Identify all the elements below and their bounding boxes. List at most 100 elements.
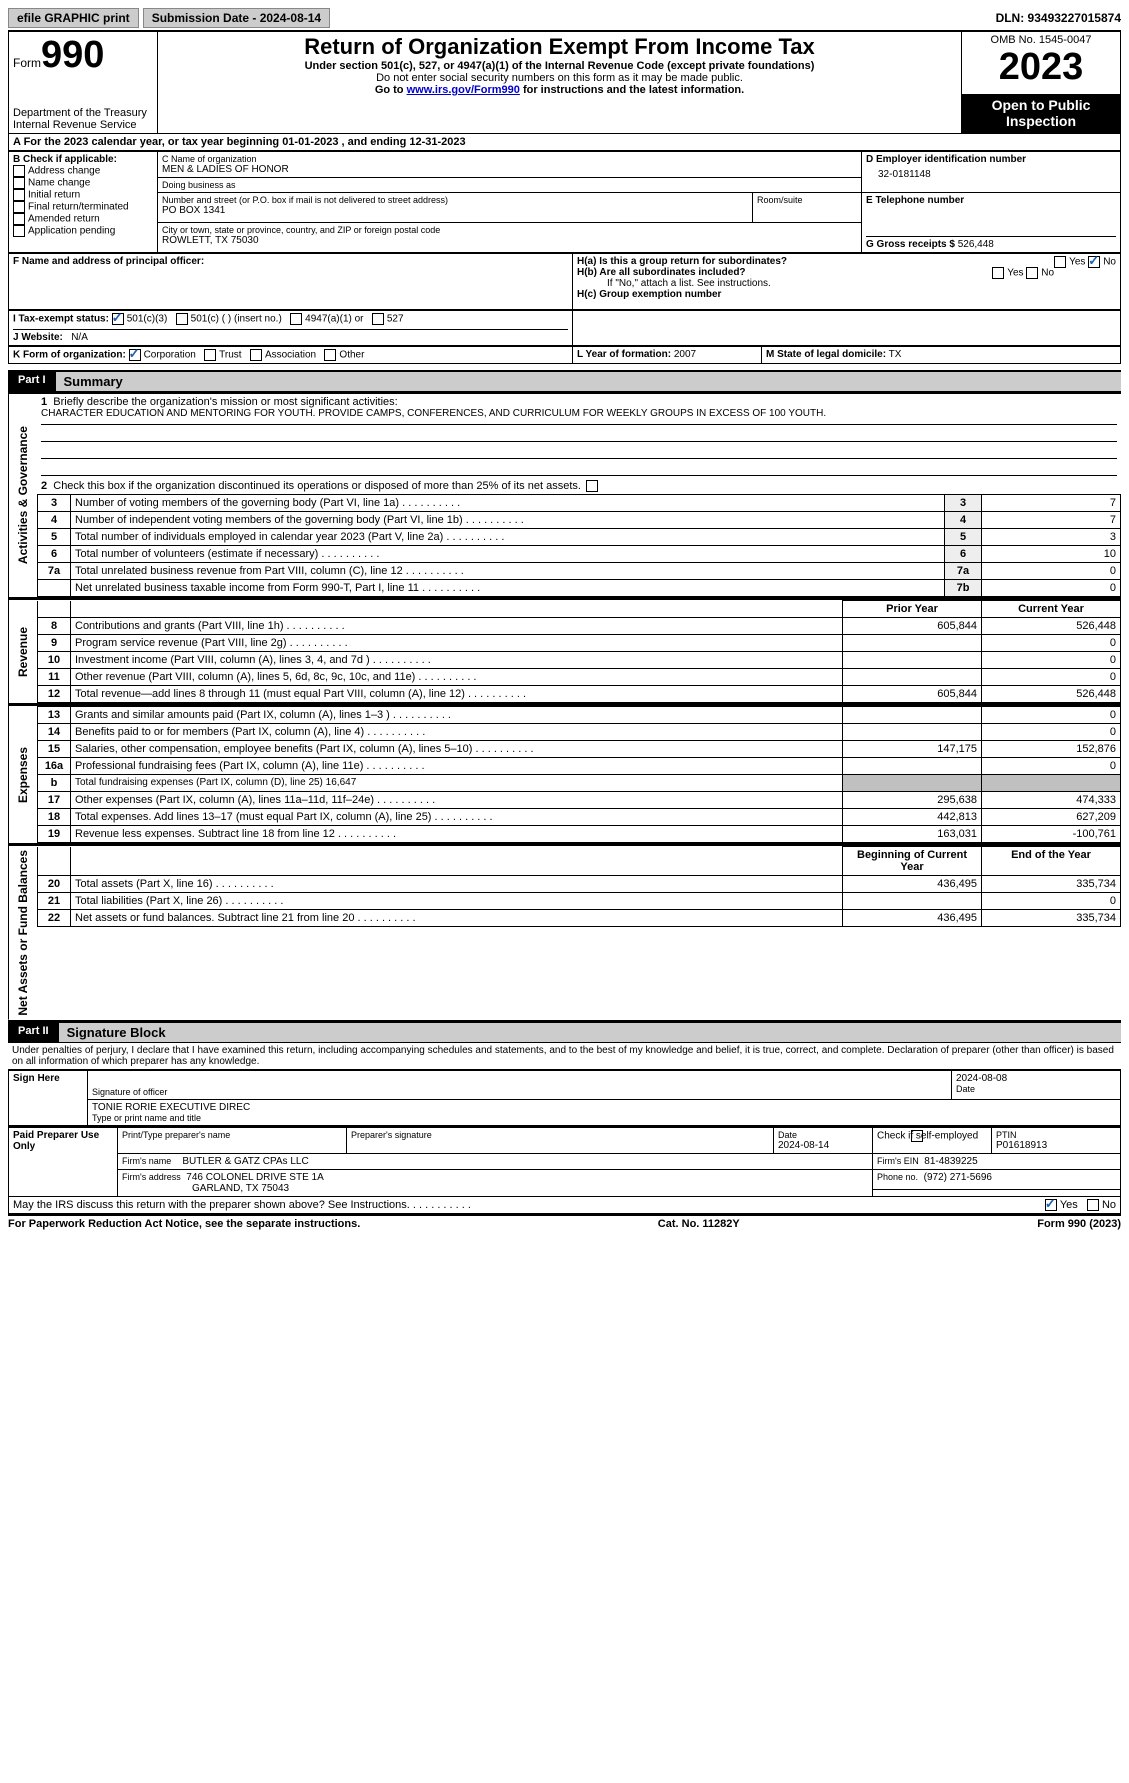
row-text: Program service revenue (Part VIII, line… — [71, 635, 843, 652]
check-final-return[interactable] — [13, 201, 25, 213]
check-discontinued[interactable] — [586, 480, 598, 492]
opt-trust: Trust — [219, 350, 241, 361]
current-year-header: Current Year — [982, 601, 1121, 618]
preparer-table: Paid Preparer Use Only Print/Type prepar… — [8, 1126, 1121, 1197]
check-h-b-no[interactable] — [1026, 267, 1038, 279]
check-initial-return[interactable] — [13, 189, 25, 201]
exp-table: 13 Grants and similar amounts paid (Part… — [37, 706, 1121, 843]
check-501c3[interactable] — [112, 313, 124, 325]
check-h-a-no[interactable] — [1088, 256, 1100, 268]
prep-name-label: Print/Type preparer's name — [122, 1130, 342, 1140]
discuss-text: May the IRS discuss this return with the… — [13, 1199, 410, 1211]
sig-date-value: 2024-08-08 — [956, 1073, 1116, 1084]
row-text: Salaries, other compensation, employee b… — [71, 741, 843, 758]
website-value: N/A — [71, 332, 88, 343]
row-box: 6 — [945, 546, 982, 563]
check-other[interactable] — [324, 349, 336, 361]
check-h-a-yes[interactable] — [1054, 256, 1066, 268]
type-name-label: Type or print name and title — [92, 1113, 1116, 1123]
label-name-change: Name change — [28, 178, 90, 189]
form-note-ssn: Do not enter social security numbers on … — [162, 72, 957, 84]
firm-ein-value: 81-4839225 — [924, 1156, 977, 1167]
row-val: 7 — [982, 512, 1121, 529]
tax-exempt-label: I Tax-exempt status: — [13, 314, 109, 325]
firm-addr2: GARLAND, TX 75043 — [122, 1183, 868, 1194]
row-current: 0 — [982, 724, 1121, 741]
row-val: 0 — [982, 563, 1121, 580]
year-formation-label: L Year of formation: — [577, 349, 671, 360]
form-org-block: K Form of organization: Corporation Trus… — [8, 346, 1121, 364]
row-current: 526,448 — [982, 686, 1121, 703]
irs-link[interactable]: www.irs.gov/Form990 — [407, 84, 520, 96]
row-end: 0 — [982, 893, 1121, 910]
check-501c[interactable] — [176, 313, 188, 325]
row-num: 11 — [38, 669, 71, 686]
check-4947[interactable] — [290, 313, 302, 325]
street-label: Number and street (or P.O. box if mail i… — [162, 195, 748, 205]
end-year-header: End of the Year — [982, 847, 1121, 876]
row-prior — [843, 758, 982, 775]
prep-date-label: Date — [778, 1130, 868, 1140]
row-current: 0 — [982, 669, 1121, 686]
exp-label: Expenses — [8, 706, 37, 843]
street-value: PO BOX 1341 — [162, 205, 748, 216]
row-box: 4 — [945, 512, 982, 529]
row-current: 0 — [982, 758, 1121, 775]
check-h-b-yes[interactable] — [992, 267, 1004, 279]
na-label: Net Assets or Fund Balances — [8, 846, 37, 1020]
footer: For Paperwork Reduction Act Notice, see … — [8, 1214, 1121, 1230]
line2-text: Check this box if the organization disco… — [53, 480, 581, 492]
gross-receipts-value: 526,448 — [958, 239, 994, 250]
row-text: Total number of individuals employed in … — [71, 529, 945, 546]
row-num: 21 — [38, 893, 71, 910]
row-num — [38, 580, 71, 597]
rev-table: Prior Year Current Year8 Contributions a… — [37, 600, 1121, 703]
row-prior: 442,813 — [843, 809, 982, 826]
status-website-block: I Tax-exempt status: 501(c)(3) 501(c) ( … — [8, 310, 1121, 346]
row-num: 17 — [38, 792, 71, 809]
firm-addr1: 746 COLONEL DRIVE STE 1A — [186, 1172, 323, 1183]
check-name-change[interactable] — [13, 177, 25, 189]
entity-block: B Check if applicable: Address change Na… — [8, 151, 1121, 253]
opt-other: Other — [339, 350, 364, 361]
perjury-declaration: Under penalties of perjury, I declare th… — [8, 1043, 1121, 1069]
form-subtitle: Under section 501(c), 527, or 4947(a)(1)… — [162, 60, 957, 72]
part-1-title: Summary — [56, 372, 1121, 391]
row-prior — [843, 652, 982, 669]
sig-officer-label: Signature of officer — [92, 1087, 947, 1097]
row-begin: 436,495 — [843, 876, 982, 893]
check-corporation[interactable] — [129, 349, 141, 361]
discuss-yes: Yes — [1060, 1199, 1078, 1211]
paid-preparer-label: Paid Preparer Use Only — [9, 1127, 118, 1197]
section-expenses: Expenses 13 Grants and similar amounts p… — [8, 704, 1121, 844]
row-val: 3 — [982, 529, 1121, 546]
label-final-return: Final return/terminated — [28, 202, 129, 213]
firm-name-label: Firm's name — [122, 1156, 171, 1166]
row-prior — [843, 724, 982, 741]
efile-print-button[interactable]: efile GRAPHIC print — [8, 8, 139, 28]
check-association[interactable] — [250, 349, 262, 361]
h-b-note: If "No," attach a list. See instructions… — [577, 278, 1116, 289]
row-current: 627,209 — [982, 809, 1121, 826]
begin-year-header: Beginning of Current Year — [843, 847, 982, 876]
row-prior: 605,844 — [843, 618, 982, 635]
check-address-change[interactable] — [13, 165, 25, 177]
check-discuss-no[interactable] — [1087, 1199, 1099, 1211]
form-header: Form990 Department of the Treasury Inter… — [8, 30, 1121, 134]
state-domicile-value: TX — [889, 349, 902, 360]
state-domicile-label: M State of legal domicile: — [766, 349, 886, 360]
check-trust[interactable] — [204, 349, 216, 361]
omb-number: OMB No. 1545-0047 — [966, 34, 1116, 46]
check-application-pending[interactable] — [13, 225, 25, 237]
row-prior: 163,031 — [843, 826, 982, 843]
check-discuss-yes[interactable] — [1045, 1199, 1057, 1211]
row-text: Total assets (Part X, line 16) — [71, 876, 843, 893]
row-current: 526,448 — [982, 618, 1121, 635]
row-text: Grants and similar amounts paid (Part IX… — [71, 707, 843, 724]
row-num: 15 — [38, 741, 71, 758]
row-text: Number of voting members of the governin… — [71, 495, 945, 512]
check-527[interactable] — [372, 313, 384, 325]
check-amended-return[interactable] — [13, 213, 25, 225]
irs-label: Internal Revenue Service — [13, 119, 153, 131]
check-self-employed[interactable] — [911, 1130, 923, 1142]
